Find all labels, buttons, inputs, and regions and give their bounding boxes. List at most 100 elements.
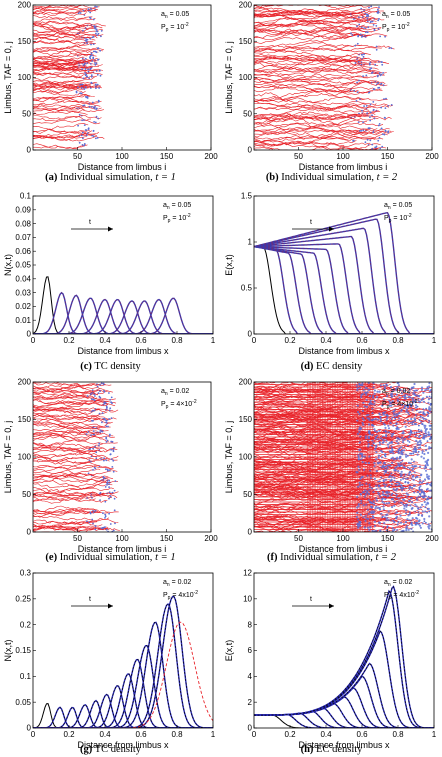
y-tick-label: 100 [239,453,253,462]
tip-cell [422,457,425,460]
tip-cell [381,404,384,407]
sprout-path [254,444,396,452]
tip-cell [419,506,422,509]
y-tick-label: 0.05 [15,261,31,270]
sprout-path [33,84,102,94]
caption-h: (h) EC density [221,744,442,755]
tip-cell [387,431,390,434]
tip-cell [386,414,389,418]
tip-cell [369,61,372,64]
tip-cell [418,519,421,522]
tip-cell [90,8,92,11]
tip-cell [94,63,97,66]
sprout-path [33,493,118,499]
tip-cell [368,486,371,489]
tip-cell [355,515,358,519]
tip-cell [370,487,374,490]
tip-cell [383,469,386,472]
y-axis-label: E(x,t) [224,254,234,276]
sprout-path [33,59,88,65]
tip-cell [357,485,360,488]
sprout-path [33,123,89,131]
tip-cell [425,521,427,524]
tip-cell [103,418,106,421]
sprout-path [254,427,418,443]
tip-cell [108,418,110,420]
tip-cell [361,109,363,112]
tip-cell [417,495,420,498]
series-model-line [33,297,213,334]
tip-cell [374,63,377,66]
tip-cell [361,409,365,412]
tip-cell [352,140,354,142]
tip-cell [386,417,389,420]
sprout-path [254,74,385,86]
tip-cell [110,417,113,419]
tip-cell [428,437,432,440]
tip-cell [381,451,384,454]
sprout-path [254,101,389,110]
series-line [254,245,434,334]
tip-cell [367,498,370,501]
x-tick-label: 1 [211,336,216,345]
sprout-path [254,59,387,74]
tip-cell [94,525,97,527]
tip-cell [380,512,383,515]
sprout-path [33,64,87,70]
tip-cell [405,505,408,508]
y-tick-label: 0 [27,528,32,537]
x-tick-label: 200 [204,152,218,161]
param-an: an = 0.05 [384,202,412,211]
tip-cell [423,424,426,427]
tip-cell [398,396,401,399]
tip-cell [352,18,355,20]
y-axis-label: N(x,t) [3,254,13,276]
tip-cell [370,5,373,8]
tip-cell [423,478,427,481]
sprout-path [254,502,423,516]
tip-cell [384,130,387,133]
y-tick-label: 8 [248,620,253,629]
arrow-head [108,226,113,232]
tip-cell [383,502,386,505]
tip-cell [415,439,418,442]
sprout-path [254,106,381,114]
tip-cell [87,68,89,71]
tip-cell [92,35,95,38]
sprout-path [33,396,108,405]
tip-cell [407,439,409,442]
tip-cell [354,44,357,47]
tip-cell [368,403,371,406]
x-tick-label: 1 [211,730,216,739]
tip-cell [357,121,360,123]
tip-cell [405,408,409,411]
tip-cell [393,528,396,531]
tip-cell [410,452,413,455]
tip-cell [396,398,399,401]
tip-cell [410,458,413,461]
series-line [33,276,213,334]
sprout-path [33,461,95,470]
sprout-path [33,446,110,462]
tip-cell [365,74,368,77]
tip-cell [429,407,432,410]
tip-cell [105,459,108,462]
tip-cell [369,116,371,118]
sprout-path [254,84,374,95]
tip-cell [397,442,400,445]
sprout-path [254,382,432,396]
tip-cell [391,456,394,459]
series-line [254,585,434,728]
tip-cell [366,20,369,23]
tip-cell [86,97,89,99]
tip-cell [104,486,107,488]
tip-cell [99,431,101,434]
tip-cell [113,509,116,512]
tip-cell [414,414,417,417]
series-line [254,245,434,334]
tip-cell [395,511,398,514]
x-tick-label: 200 [425,534,439,543]
tip-cell [84,68,87,70]
caption-text: TC density [94,361,141,372]
sprout-path [33,455,119,465]
